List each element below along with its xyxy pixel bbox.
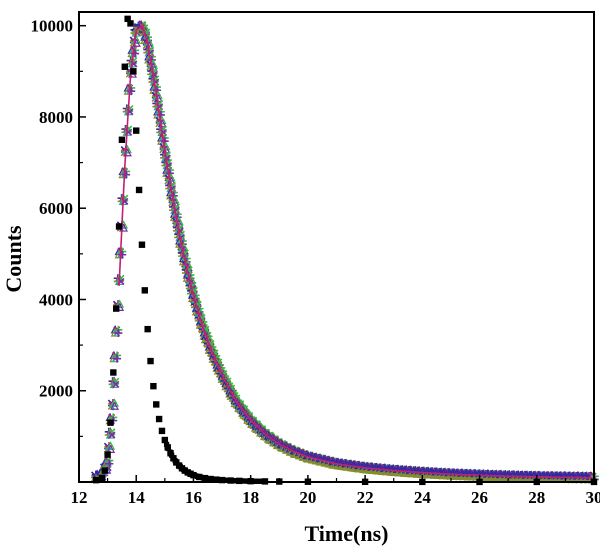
x-tick-label: 18 xyxy=(242,488,259,507)
decay-fit-line xyxy=(118,24,593,479)
irf-point xyxy=(112,305,120,312)
x-axis-title: Time(ns) xyxy=(305,521,389,546)
irf-point xyxy=(110,369,117,376)
irf-point xyxy=(165,445,171,452)
irf-point xyxy=(144,325,151,333)
irf-point xyxy=(138,241,146,248)
irf-point xyxy=(163,441,170,447)
decay-point xyxy=(113,354,122,363)
irf-point xyxy=(124,15,131,23)
x-tick-label: 22 xyxy=(357,488,374,507)
irf-point xyxy=(92,476,100,484)
data-marks xyxy=(91,15,599,486)
x-tick-label: 12 xyxy=(71,488,88,507)
irf-point xyxy=(147,357,154,365)
decay-point xyxy=(131,49,140,58)
x-tick-label: 20 xyxy=(299,488,316,507)
irf-point xyxy=(153,401,160,408)
x-tick-label: 26 xyxy=(471,488,488,507)
irf-point xyxy=(169,452,175,458)
decay-point xyxy=(127,87,136,96)
x-tick-label: 24 xyxy=(414,488,432,507)
decay-point xyxy=(122,170,131,179)
decay-point xyxy=(108,431,116,439)
x-tick-label: 30 xyxy=(586,488,600,507)
y-axis-title: Counts xyxy=(1,225,26,293)
decay-point xyxy=(109,401,120,410)
axis-ticks: 12 14 16 18 20 22 24 26 28 30 2000 4000 6000 8000 1000… xyxy=(31,17,600,507)
y-tick-label: 2000 xyxy=(39,382,73,401)
irf-point xyxy=(135,186,143,194)
y-tick-label: 6000 xyxy=(39,199,73,218)
irf-point xyxy=(107,419,114,426)
irf-point xyxy=(162,437,168,443)
irf-point xyxy=(104,451,111,458)
irf-point xyxy=(155,415,163,423)
irf-point xyxy=(130,68,137,75)
irf-point xyxy=(127,20,134,27)
irf-point xyxy=(101,467,108,474)
irf-point xyxy=(167,449,173,455)
irf-point xyxy=(118,136,126,143)
irf-point xyxy=(158,427,166,435)
irf-point xyxy=(115,223,123,230)
y-tick-label: 10000 xyxy=(31,17,74,36)
y-tick-label: 4000 xyxy=(39,290,73,309)
irf-point xyxy=(98,474,106,482)
irf-point xyxy=(121,63,128,70)
x-tick-label: 16 xyxy=(185,488,202,507)
decay-point xyxy=(114,329,123,338)
y-tick-label: 8000 xyxy=(39,108,73,127)
decay-point xyxy=(118,250,127,259)
irf-point xyxy=(133,127,140,134)
x-tick-label: 28 xyxy=(528,488,545,507)
decay-point xyxy=(112,380,120,388)
x-tick-label: 14 xyxy=(128,488,146,507)
irf-point xyxy=(141,287,149,294)
decay-point xyxy=(105,459,114,468)
irf-point xyxy=(150,382,157,390)
